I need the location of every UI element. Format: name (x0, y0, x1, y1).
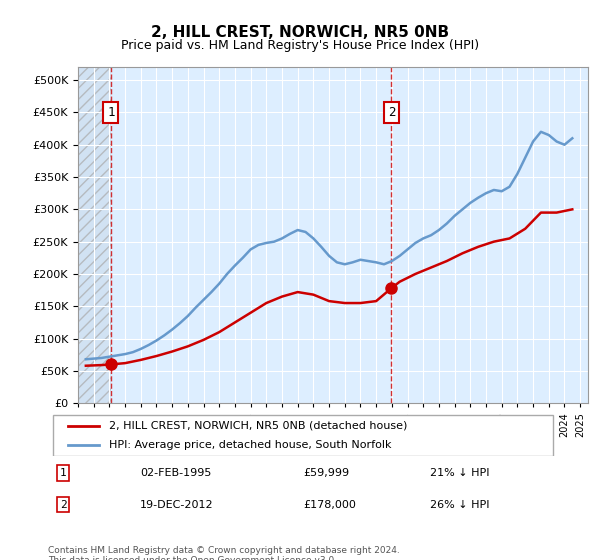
Text: 2: 2 (60, 500, 67, 510)
Text: 2, HILL CREST, NORWICH, NR5 0NB (detached house): 2, HILL CREST, NORWICH, NR5 0NB (detache… (109, 421, 407, 431)
Text: 19-DEC-2012: 19-DEC-2012 (140, 500, 214, 510)
Text: £59,999: £59,999 (303, 468, 349, 478)
Text: 21% ↓ HPI: 21% ↓ HPI (431, 468, 490, 478)
Bar (78, 67, 111, 403)
Text: 1: 1 (107, 106, 115, 119)
Text: 2: 2 (388, 106, 395, 119)
Text: 2, HILL CREST, NORWICH, NR5 0NB: 2, HILL CREST, NORWICH, NR5 0NB (151, 25, 449, 40)
Text: £178,000: £178,000 (303, 500, 356, 510)
Text: 02-FEB-1995: 02-FEB-1995 (140, 468, 211, 478)
Text: Contains HM Land Registry data © Crown copyright and database right 2024.
This d: Contains HM Land Registry data © Crown c… (48, 546, 400, 560)
Text: HPI: Average price, detached house, South Norfolk: HPI: Average price, detached house, Sout… (109, 440, 392, 450)
FancyBboxPatch shape (53, 416, 553, 456)
Text: Price paid vs. HM Land Registry's House Price Index (HPI): Price paid vs. HM Land Registry's House … (121, 39, 479, 52)
Bar (78, 67, 111, 403)
Text: 1: 1 (60, 468, 67, 478)
Text: 26% ↓ HPI: 26% ↓ HPI (431, 500, 490, 510)
